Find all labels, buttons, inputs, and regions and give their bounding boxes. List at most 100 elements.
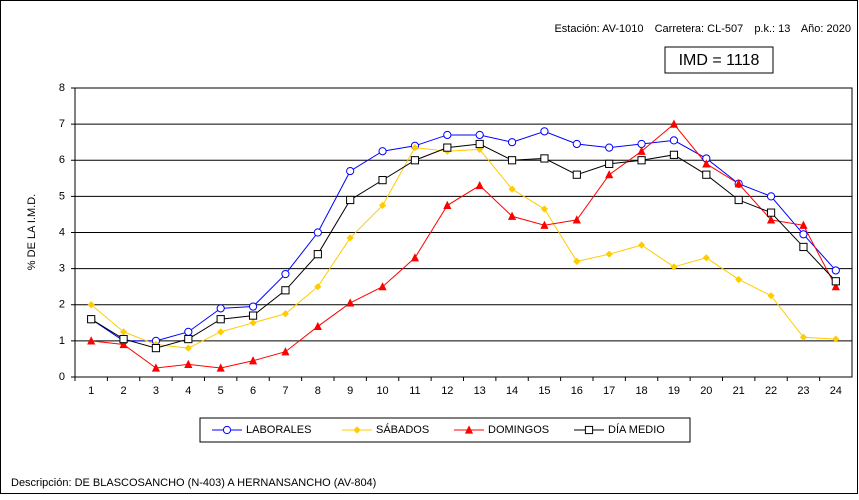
x-tick-label: 15 xyxy=(538,385,550,397)
station: Estación: AV-1010 xyxy=(554,23,643,35)
marker xyxy=(507,138,517,147)
marker xyxy=(216,315,225,324)
x-tick-label: 8 xyxy=(315,385,321,397)
description: Descripción: DE BLASCOSANCHO (N-403) A H… xyxy=(11,477,376,489)
y-tick-label: 6 xyxy=(59,154,65,166)
legend-label: SÁBADOS xyxy=(376,423,429,436)
marker xyxy=(799,333,808,341)
marker xyxy=(249,319,257,327)
marker xyxy=(281,347,290,356)
marker xyxy=(767,292,775,300)
x-tick-label: 22 xyxy=(765,385,777,397)
x-tick-label: 1 xyxy=(88,385,94,397)
marker xyxy=(572,170,581,179)
marker xyxy=(222,425,232,435)
marker xyxy=(572,215,581,224)
series-line xyxy=(90,147,836,349)
x-tick-label: 13 xyxy=(474,385,486,397)
x-tick-label: 3 xyxy=(153,385,159,397)
marker xyxy=(248,302,258,311)
marker xyxy=(669,119,679,128)
series-line xyxy=(90,143,837,349)
marker xyxy=(540,127,549,136)
marker xyxy=(766,192,776,201)
y-tick-label: 1 xyxy=(59,335,65,347)
marker xyxy=(573,257,581,265)
legend-label: DÍA MEDIO xyxy=(608,423,665,436)
marker xyxy=(151,344,161,353)
marker xyxy=(637,156,646,165)
marker xyxy=(637,241,646,249)
x-tick-label: 19 xyxy=(668,385,680,397)
marker xyxy=(184,334,193,344)
marker xyxy=(184,359,193,368)
marker xyxy=(799,230,808,239)
marker xyxy=(216,304,225,313)
series-line xyxy=(91,123,837,369)
marker xyxy=(799,242,808,252)
marker xyxy=(216,363,225,372)
marker xyxy=(346,166,355,176)
header: Estación: AV-1010 Carretera: CL-507 p.k.… xyxy=(554,23,851,35)
y-tick-label: 2 xyxy=(59,299,65,311)
marker xyxy=(248,311,258,320)
marker xyxy=(346,298,355,307)
y-tick-label: 4 xyxy=(59,226,65,238)
marker xyxy=(831,266,840,275)
year: Año: 2020 xyxy=(801,23,851,35)
x-tick-label: 16 xyxy=(571,385,583,397)
marker xyxy=(410,253,420,262)
marker xyxy=(313,228,322,237)
x-tick-label: 14 xyxy=(506,385,518,397)
x-tick-label: 7 xyxy=(282,385,288,397)
marker xyxy=(605,250,613,258)
marker xyxy=(314,283,322,291)
y-tick-label: 3 xyxy=(59,263,65,275)
marker xyxy=(735,275,743,284)
marker xyxy=(605,159,614,168)
x-tick-label: 5 xyxy=(218,385,224,397)
imd: IMD = 1118 xyxy=(679,52,760,69)
marker xyxy=(87,336,96,345)
y-axis-label: % DE LA I.M.D. xyxy=(26,194,38,270)
marker xyxy=(831,277,840,286)
marker xyxy=(540,205,549,213)
marker xyxy=(378,201,387,210)
marker xyxy=(281,286,290,295)
marker xyxy=(217,328,225,336)
y-tick-label: 5 xyxy=(59,190,65,202)
marker xyxy=(443,130,452,140)
legend-label: DOMINGOS xyxy=(488,424,549,436)
x-tick-label: 17 xyxy=(603,385,615,397)
marker xyxy=(475,130,484,140)
marker xyxy=(151,363,161,372)
road: Carretera: CL-507 xyxy=(655,23,744,35)
x-tick-label: 18 xyxy=(635,385,647,397)
legend-label: LABORALES xyxy=(246,424,311,436)
marker xyxy=(475,180,484,190)
x-tick-label: 6 xyxy=(250,385,256,397)
marker xyxy=(799,220,808,229)
marker xyxy=(766,215,776,224)
marker xyxy=(119,339,128,349)
marker xyxy=(184,344,192,352)
pk: p.k.: 13 xyxy=(754,23,790,35)
marker xyxy=(605,143,614,152)
marker xyxy=(443,143,452,152)
marker xyxy=(378,282,387,291)
marker xyxy=(507,211,517,220)
marker xyxy=(313,321,322,331)
legend-box xyxy=(199,417,691,443)
marker xyxy=(637,139,646,149)
marker xyxy=(766,208,776,217)
x-tick-label: 10 xyxy=(376,385,388,397)
imd-box xyxy=(664,46,774,74)
marker xyxy=(87,301,95,309)
marker xyxy=(572,139,581,149)
marker xyxy=(378,176,387,185)
marker xyxy=(346,234,354,242)
x-tick-label: 21 xyxy=(733,385,745,397)
x-tick-label: 20 xyxy=(700,385,712,397)
marker xyxy=(313,250,322,259)
